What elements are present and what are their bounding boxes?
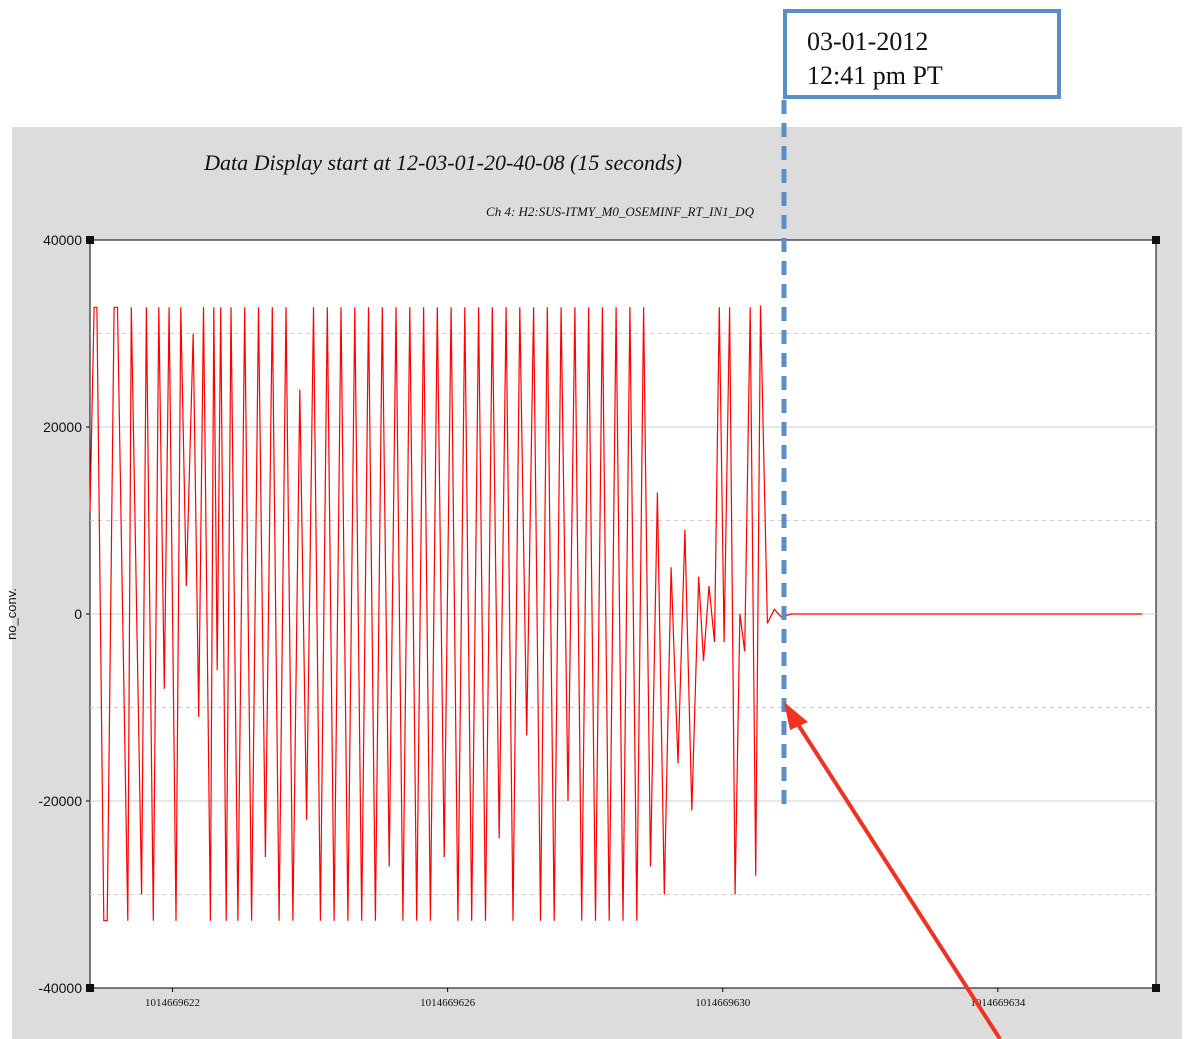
x-tick-label: 1014669630 (695, 997, 751, 1009)
axis-ticks: 40000 20000 0 -20000 -40000 1014669622 1014669… (38, 232, 1025, 1009)
pointer-arrow-shaft (788, 710, 1002, 1039)
resize-handle-top-right[interactable] (1152, 236, 1160, 244)
plot-subtitle: Ch 4: H2:SUS-ITMY_M0_OSEMINF_RT_IN1_DQ (486, 204, 754, 219)
x-tick-label: 1014669634 (970, 997, 1026, 1009)
y-tick-label: -40000 (38, 980, 82, 996)
x-tick-label: 1014669622 (145, 997, 200, 1009)
y-tick-label: 20000 (43, 419, 82, 435)
x-tick-label: 1014669626 (420, 997, 476, 1009)
plot-title: Data Display start at 12-03-01-20-40-08 … (204, 150, 682, 175)
resize-handle-bottom-left[interactable] (86, 984, 94, 992)
event-callout-box: 03-01-2012 12:41 pm PT (783, 9, 1061, 99)
pointer-arrowhead (784, 702, 808, 730)
series-line (89, 305, 1143, 922)
resize-handle-top-left[interactable] (86, 236, 94, 244)
y-tick-label: 0 (74, 606, 82, 622)
y-tick-label: 40000 (43, 232, 82, 248)
corner-handles[interactable] (86, 236, 1160, 992)
y-tick-label: -20000 (38, 793, 82, 809)
callout-time: 12:41 pm PT (807, 61, 943, 90)
y-axis-label: no_conv. (4, 588, 19, 640)
resize-handle-bottom-right[interactable] (1152, 984, 1160, 992)
callout-date: 03-01-2012 (807, 27, 929, 56)
